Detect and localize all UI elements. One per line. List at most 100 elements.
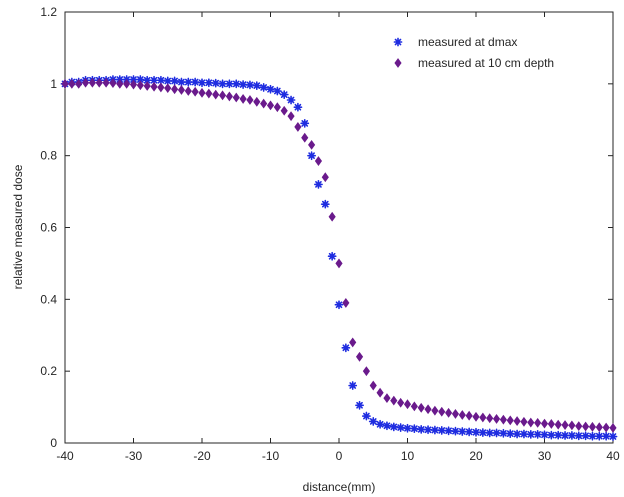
data-point xyxy=(123,78,131,89)
y-tick-label: 1.2 xyxy=(40,5,57,19)
y-tick-label: 0.8 xyxy=(40,149,57,163)
data-point xyxy=(273,102,281,113)
data-point xyxy=(266,84,275,94)
data-point xyxy=(546,430,556,440)
data-point xyxy=(492,414,501,424)
data-point xyxy=(81,77,90,88)
data-point xyxy=(390,395,398,406)
plot-area xyxy=(64,11,614,444)
data-point xyxy=(245,80,255,90)
data-point xyxy=(416,424,426,434)
data-point xyxy=(540,418,549,429)
legend-label-10cm: measured at 10 cm depth xyxy=(418,56,554,70)
data-point xyxy=(314,180,323,189)
data-point xyxy=(534,417,542,428)
data-point xyxy=(499,414,507,425)
x-tick-label: 0 xyxy=(336,449,343,463)
data-point xyxy=(533,429,543,439)
data-point xyxy=(526,429,536,439)
data-point xyxy=(355,400,364,410)
data-point xyxy=(184,86,192,96)
data-point xyxy=(451,426,460,436)
data-point xyxy=(239,94,247,104)
data-point xyxy=(444,426,454,436)
series-layer xyxy=(60,75,618,441)
data-point xyxy=(205,88,213,99)
data-point xyxy=(190,77,200,87)
data-point xyxy=(472,411,480,422)
data-point xyxy=(328,211,336,222)
data-point xyxy=(445,407,453,418)
data-point xyxy=(581,431,591,441)
y-tick-label: 0 xyxy=(50,436,57,450)
data-point xyxy=(95,77,103,88)
data-point xyxy=(102,77,110,88)
data-point xyxy=(451,408,460,419)
data-point xyxy=(301,132,309,143)
data-point xyxy=(376,387,384,398)
data-point xyxy=(191,86,199,97)
data-point xyxy=(492,428,501,438)
data-point xyxy=(61,78,69,89)
data-point xyxy=(294,122,302,132)
data-point xyxy=(321,172,329,183)
data-point xyxy=(403,423,412,433)
data-point xyxy=(300,118,310,128)
data-point xyxy=(287,111,295,122)
data-point xyxy=(368,417,378,426)
data-point xyxy=(349,337,357,348)
data-point xyxy=(163,76,173,86)
data-point xyxy=(595,422,603,433)
data-point xyxy=(485,428,495,438)
data-point xyxy=(314,156,323,166)
data-point xyxy=(471,427,481,437)
data-point xyxy=(478,428,488,437)
data-point xyxy=(253,96,261,107)
data-point xyxy=(498,428,508,438)
data-point xyxy=(609,423,617,433)
data-point xyxy=(574,431,584,441)
data-point xyxy=(211,78,221,88)
data-point xyxy=(149,75,159,85)
legend-box xyxy=(382,30,610,72)
data-point xyxy=(505,429,515,439)
data-point xyxy=(272,86,282,96)
data-point xyxy=(129,79,138,90)
data-point xyxy=(355,351,364,362)
data-point xyxy=(218,90,227,101)
data-point xyxy=(547,419,555,429)
data-point xyxy=(560,431,570,440)
data-point xyxy=(423,425,433,435)
data-point xyxy=(519,429,529,439)
data-point xyxy=(512,429,522,439)
data-point xyxy=(417,402,425,413)
data-point xyxy=(136,80,144,91)
data-point xyxy=(506,415,514,426)
y-axis-ticks: 0 0.2 0.4 0.6 0.8 1 1.2 xyxy=(40,5,613,450)
data-point xyxy=(409,424,419,434)
data-point xyxy=(464,427,474,437)
x-tick-label: -30 xyxy=(125,449,143,463)
data-point xyxy=(424,404,432,415)
legend: measured at dmax measured at 10 cm depth xyxy=(382,30,610,72)
data-point xyxy=(293,102,303,112)
data-point xyxy=(540,430,549,440)
data-point xyxy=(608,432,618,441)
data-point xyxy=(177,85,186,95)
x-tick-label: -20 xyxy=(193,449,211,463)
data-point xyxy=(342,298,350,308)
data-point xyxy=(553,430,563,440)
data-point xyxy=(204,78,214,88)
data-point xyxy=(594,431,604,441)
data-point xyxy=(383,393,391,404)
y-tick-label: 1 xyxy=(50,77,57,91)
data-point xyxy=(116,78,124,89)
data-point xyxy=(568,420,576,431)
data-point xyxy=(397,397,405,408)
data-point xyxy=(68,78,76,89)
data-point xyxy=(286,95,296,105)
data-point xyxy=(225,91,233,102)
data-point xyxy=(308,139,316,150)
data-point xyxy=(259,83,269,92)
